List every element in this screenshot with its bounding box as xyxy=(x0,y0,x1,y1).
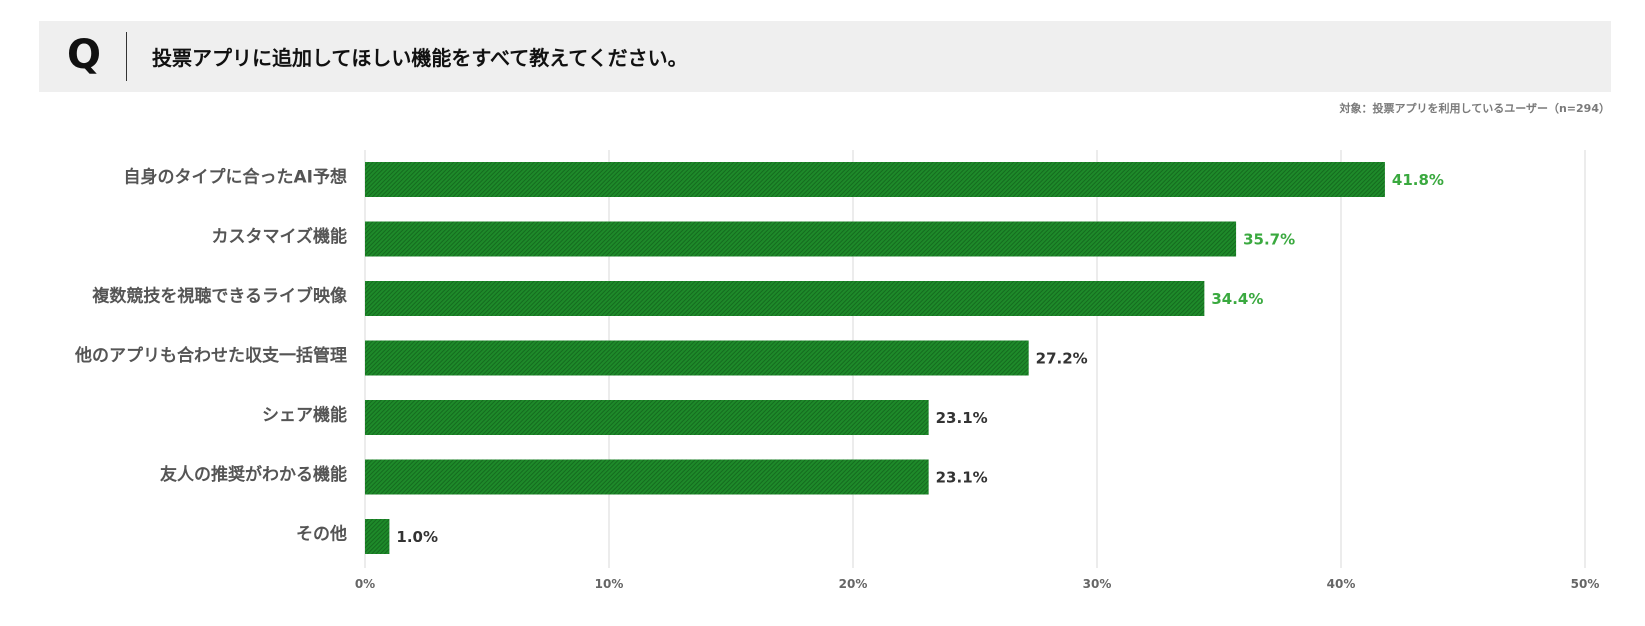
question-text: 投票アプリに追加してほしい機能をすべて教えてください。 xyxy=(152,46,688,70)
x-tick-label: 0% xyxy=(355,577,375,591)
value-label: 23.1% xyxy=(936,409,988,427)
category-label: 複数競技を視聴できるライブ映像 xyxy=(91,286,348,307)
value-label: 23.1% xyxy=(936,469,988,487)
value-label: 27.2% xyxy=(1036,350,1088,368)
x-tick-label: 40% xyxy=(1327,577,1356,591)
category-label: 友人の推奨がわかる機能 xyxy=(160,464,347,485)
x-tick-label: 50% xyxy=(1571,577,1600,591)
value-label: 35.7% xyxy=(1243,231,1295,249)
question-divider xyxy=(126,32,127,81)
sample-note: 対象：投票アプリを利用しているユーザー（n=294） xyxy=(1339,102,1610,115)
x-tick-label: 20% xyxy=(839,577,868,591)
question-banner xyxy=(39,21,1611,92)
bar xyxy=(365,519,390,554)
bar xyxy=(365,459,929,495)
category-label: カスタマイズ機能 xyxy=(212,226,348,247)
category-label: シェア機能 xyxy=(262,405,347,426)
question-marker: Q xyxy=(67,32,102,78)
value-label: 41.8% xyxy=(1392,171,1444,189)
category-label: その他 xyxy=(296,524,347,545)
bar xyxy=(365,162,1385,197)
value-label: 1.0% xyxy=(396,528,438,546)
value-label: 34.4% xyxy=(1211,290,1263,308)
x-tick-label: 30% xyxy=(1083,577,1112,591)
bar xyxy=(365,221,1237,257)
bar xyxy=(365,281,1205,316)
bar xyxy=(365,340,1029,376)
bar xyxy=(365,400,929,435)
category-label: 他のアプリも合わせた収支一括管理 xyxy=(74,345,347,366)
x-tick-label: 10% xyxy=(595,577,624,591)
category-label: 自身のタイプに合ったAI予想 xyxy=(124,167,347,188)
